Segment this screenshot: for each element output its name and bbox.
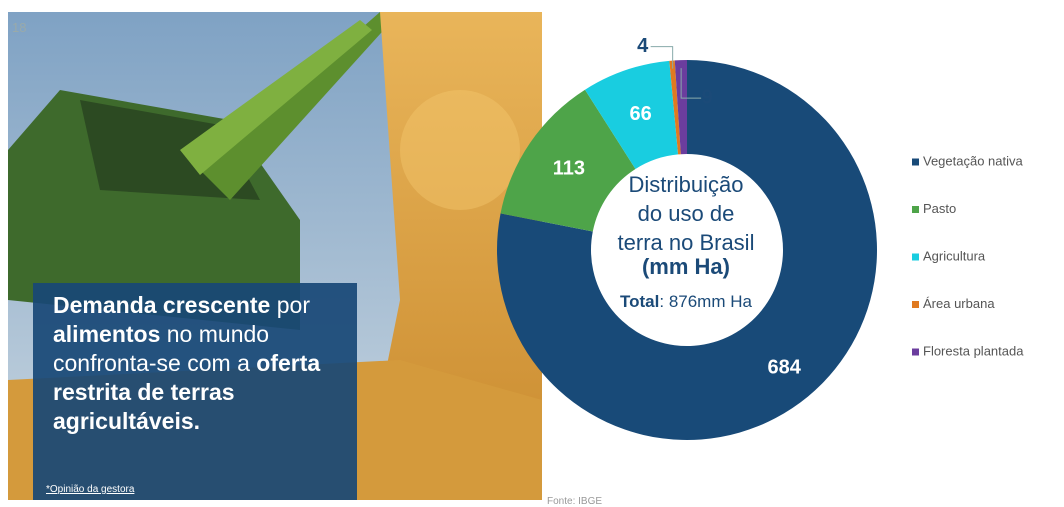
chart-total: Total: 876mm Ha: [620, 292, 752, 311]
page-number: 18: [12, 20, 26, 35]
chart-title: Distribuição: [629, 172, 744, 197]
legend-swatch: [912, 301, 919, 308]
legend-swatch: [912, 206, 919, 213]
legend-label: Pasto: [923, 201, 956, 216]
legend-label: Área urbana: [923, 296, 995, 311]
headline: Demanda crescente por alimentos no mundo…: [33, 283, 357, 500]
chart-title: do uso de: [638, 201, 735, 226]
data-label: 684: [768, 356, 802, 378]
data-label: 9: [702, 86, 713, 108]
legend-swatch: [912, 349, 919, 356]
headline-run: Demanda crescente: [53, 292, 270, 318]
legend-swatch: [912, 254, 919, 261]
source: Fonte: IBGE: [547, 496, 602, 507]
headline-run: alimentos: [53, 321, 160, 347]
legend-swatch: [912, 159, 919, 166]
total-label: Total: [620, 292, 659, 311]
headline-run: por: [270, 292, 310, 318]
data-label: 113: [553, 158, 585, 180]
legend-label: Agricultura: [923, 248, 986, 263]
legend-label: Vegetação nativa: [923, 153, 1024, 168]
footnote: *Opinião da gestora: [46, 484, 134, 495]
data-label: 66: [630, 103, 652, 125]
chart-unit: (mm Ha): [642, 254, 730, 279]
data-label: 4: [637, 35, 649, 57]
legend-label: Floresta plantada: [923, 343, 1024, 358]
chart-title: terra no Brasil: [618, 230, 755, 255]
total-text: : 876mm Ha: [659, 292, 752, 311]
slide: 684 113 66 4 9 Distribuição do uso de terra no …: [0, 0, 1064, 507]
